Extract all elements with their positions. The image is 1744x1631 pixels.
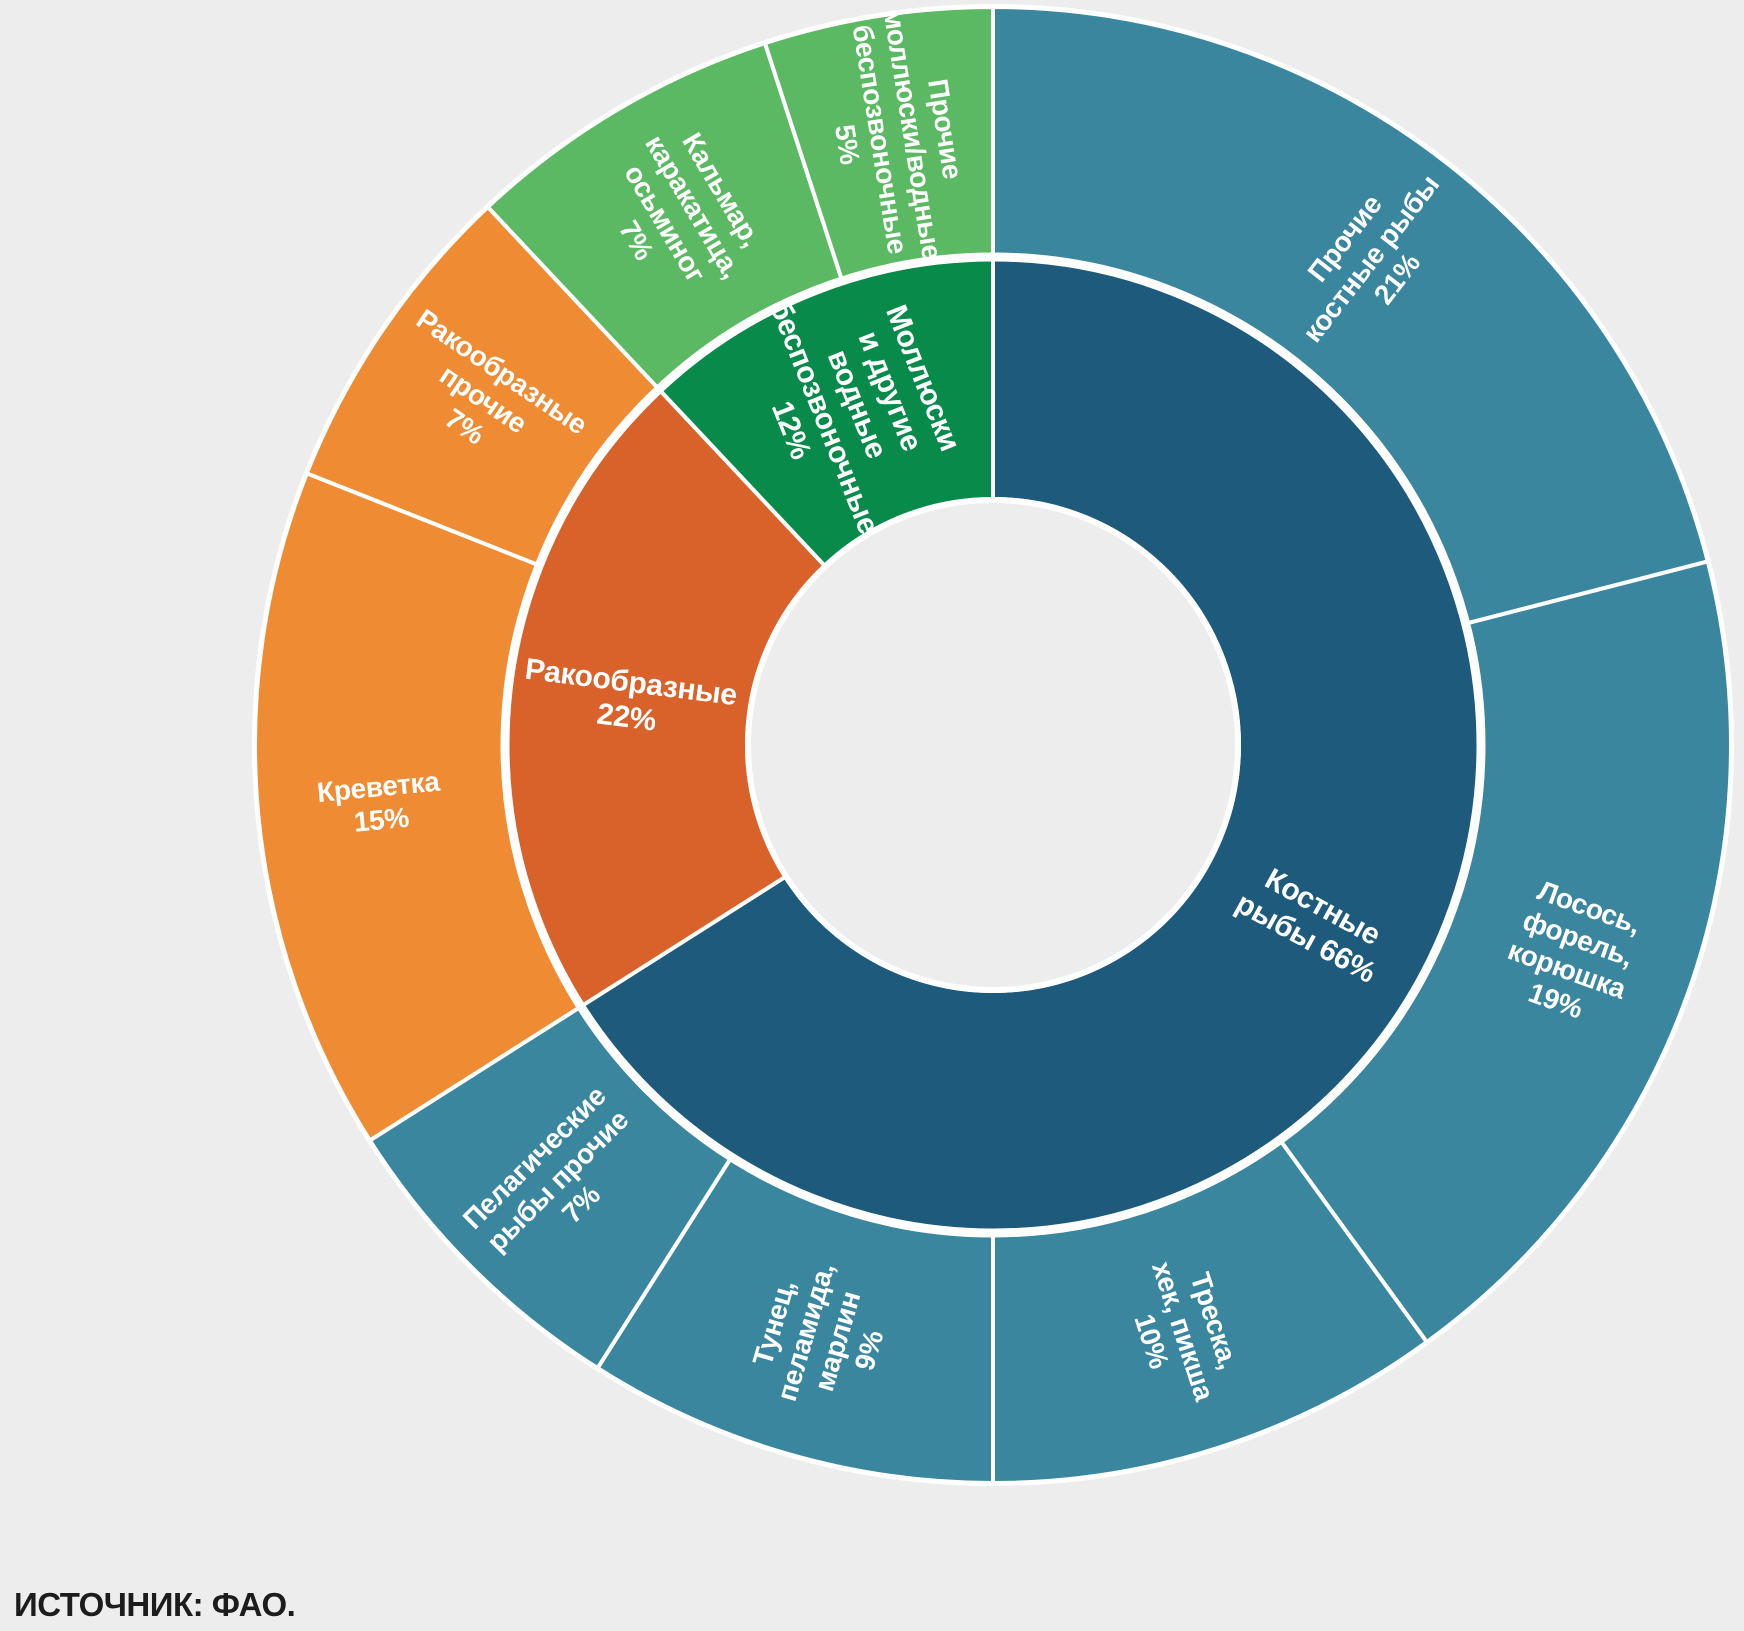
ring-separator xyxy=(500,252,1486,1238)
ring-separator xyxy=(252,4,1734,1486)
slice-label-outer-8: Прочиемоллюски/водныебеспозвоночные5% xyxy=(812,1,980,272)
ring-separator xyxy=(745,497,1241,993)
source-note: ИСТОЧНИК: ФАО. xyxy=(14,1586,296,1623)
